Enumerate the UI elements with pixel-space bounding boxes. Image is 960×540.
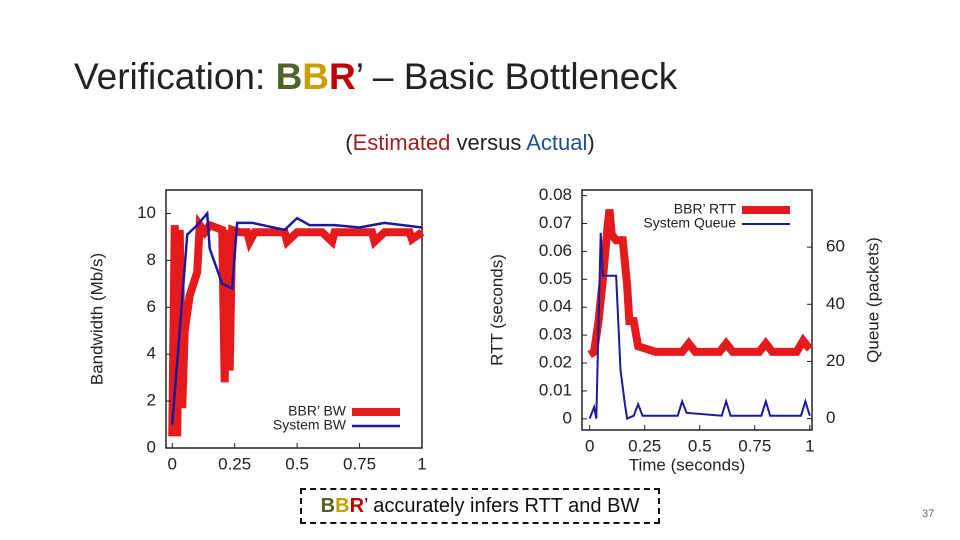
- subtitle-text: (: [345, 130, 353, 155]
- plot-frame: [581, 189, 813, 431]
- caption-letter: B: [320, 495, 336, 517]
- caption-letter: R: [349, 495, 365, 517]
- y2-tick-label: 20: [826, 351, 845, 370]
- caption: BBR’ accurately infers RTT and BW: [300, 488, 660, 524]
- series-line: [588, 232, 811, 421]
- y-axis-label: Bandwidth (Mb/s): [87, 253, 106, 385]
- subtitle-text: ): [587, 130, 595, 155]
- x-tick-label: 0: [168, 454, 177, 473]
- y-tick-label: 0: [147, 437, 156, 456]
- y-tick-label: 0.06: [539, 241, 572, 260]
- page-number: 37: [922, 508, 935, 520]
- caption-text: ’ accurately infers RTT and BW: [364, 495, 640, 517]
- legend-label: System Queue: [643, 215, 736, 231]
- y-tick-label: 10: [137, 203, 156, 222]
- x-tick-label: 0.75: [738, 436, 771, 455]
- y-tick-label: 6: [147, 297, 156, 316]
- y-tick-label: 2: [147, 391, 156, 410]
- y2-tick-label: 0: [826, 408, 835, 427]
- legend-label: BBR’ BW: [288, 403, 347, 419]
- y-tick-label: 0.05: [539, 269, 572, 288]
- x-tick-label: 0.25: [628, 436, 661, 455]
- title-letter: R: [329, 56, 356, 97]
- x-tick-label: 0.75: [343, 454, 376, 473]
- title-text: Verification:: [74, 56, 276, 97]
- plot-frame: [165, 189, 423, 449]
- series-line: [168, 213, 425, 437]
- y2-tick-label: 40: [826, 294, 845, 313]
- y-tick-label: 8: [147, 250, 156, 269]
- x-tick-label: 0.5: [688, 436, 712, 455]
- series-line: [170, 210, 423, 425]
- y-tick-label: 0.04: [539, 297, 572, 316]
- x-axis-label: Time (seconds): [629, 455, 746, 474]
- x-tick-label: 0: [585, 436, 594, 455]
- y-tick-label: 0.03: [539, 325, 572, 344]
- legend-label: System BW: [273, 417, 347, 433]
- y-axis-label: RTT (seconds): [487, 254, 506, 366]
- x-tick-label: 1: [417, 454, 426, 473]
- legend-label: BBR’ RTT: [674, 201, 737, 217]
- y-tick-label: 0.01: [539, 380, 572, 399]
- subtitle-text: versus: [450, 130, 527, 155]
- title-letter: B: [302, 56, 330, 97]
- y-tick-label: 0: [563, 408, 572, 427]
- y-tick-label: 0.07: [539, 213, 572, 232]
- subtitle-estimated: Estimated: [352, 130, 451, 155]
- title-text: ’ – Basic Bottleneck: [355, 56, 678, 97]
- subtitle-actual: Actual: [526, 130, 588, 155]
- y-tick-label: 0.08: [539, 185, 572, 204]
- title-letter: B: [275, 56, 303, 97]
- x-tick-label: 0.5: [285, 454, 309, 473]
- y2-tick-label: 60: [826, 237, 845, 256]
- x-tick-label: 0.25: [218, 454, 251, 473]
- series-line: [587, 209, 813, 359]
- y2-axis-label: Queue (packets): [863, 237, 882, 363]
- subtitle: (Estimated versus Actual): [0, 130, 940, 156]
- y-tick-label: 4: [147, 344, 156, 363]
- slide-title: Verification: BBR’ – Basic Bottleneck: [74, 56, 677, 98]
- x-tick-label: 1: [805, 436, 814, 455]
- y-tick-label: 0.02: [539, 353, 572, 372]
- caption-letter: B: [335, 495, 350, 517]
